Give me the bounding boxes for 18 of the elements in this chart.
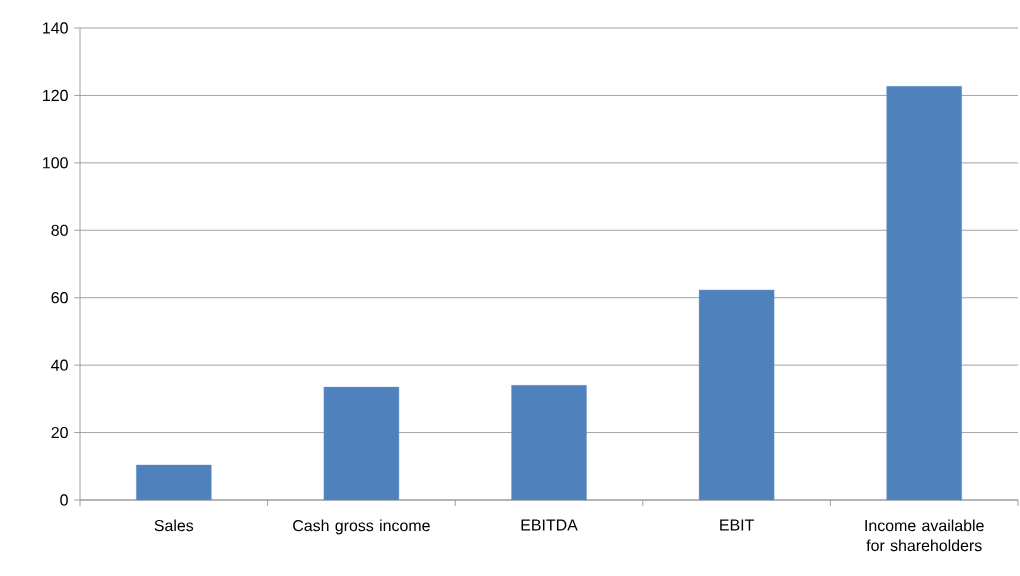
y-tick-label: 20 [51, 426, 68, 439]
bar [886, 86, 962, 501]
bar [136, 464, 212, 501]
x-tick-label: EBITDA [521, 519, 578, 531]
y-tick-label: 100 [43, 157, 68, 169]
y-tick-label: 80 [51, 224, 68, 236]
y-tick-label: 140 [43, 22, 68, 34]
y-tick-label: 60 [51, 292, 68, 304]
bar [511, 385, 587, 501]
y-tick-label: 120 [43, 89, 68, 102]
y-tick-label: 0 [60, 494, 68, 506]
bar [323, 386, 400, 501]
x-tick-label: Sales [154, 519, 194, 532]
x-tick-label: Income available for shareholders [865, 519, 984, 552]
x-tick-label: Cash gross income [293, 519, 430, 535]
bar [698, 289, 775, 501]
y-tick-label: 40 [51, 359, 68, 371]
x-tick-label: EBIT [720, 519, 754, 531]
